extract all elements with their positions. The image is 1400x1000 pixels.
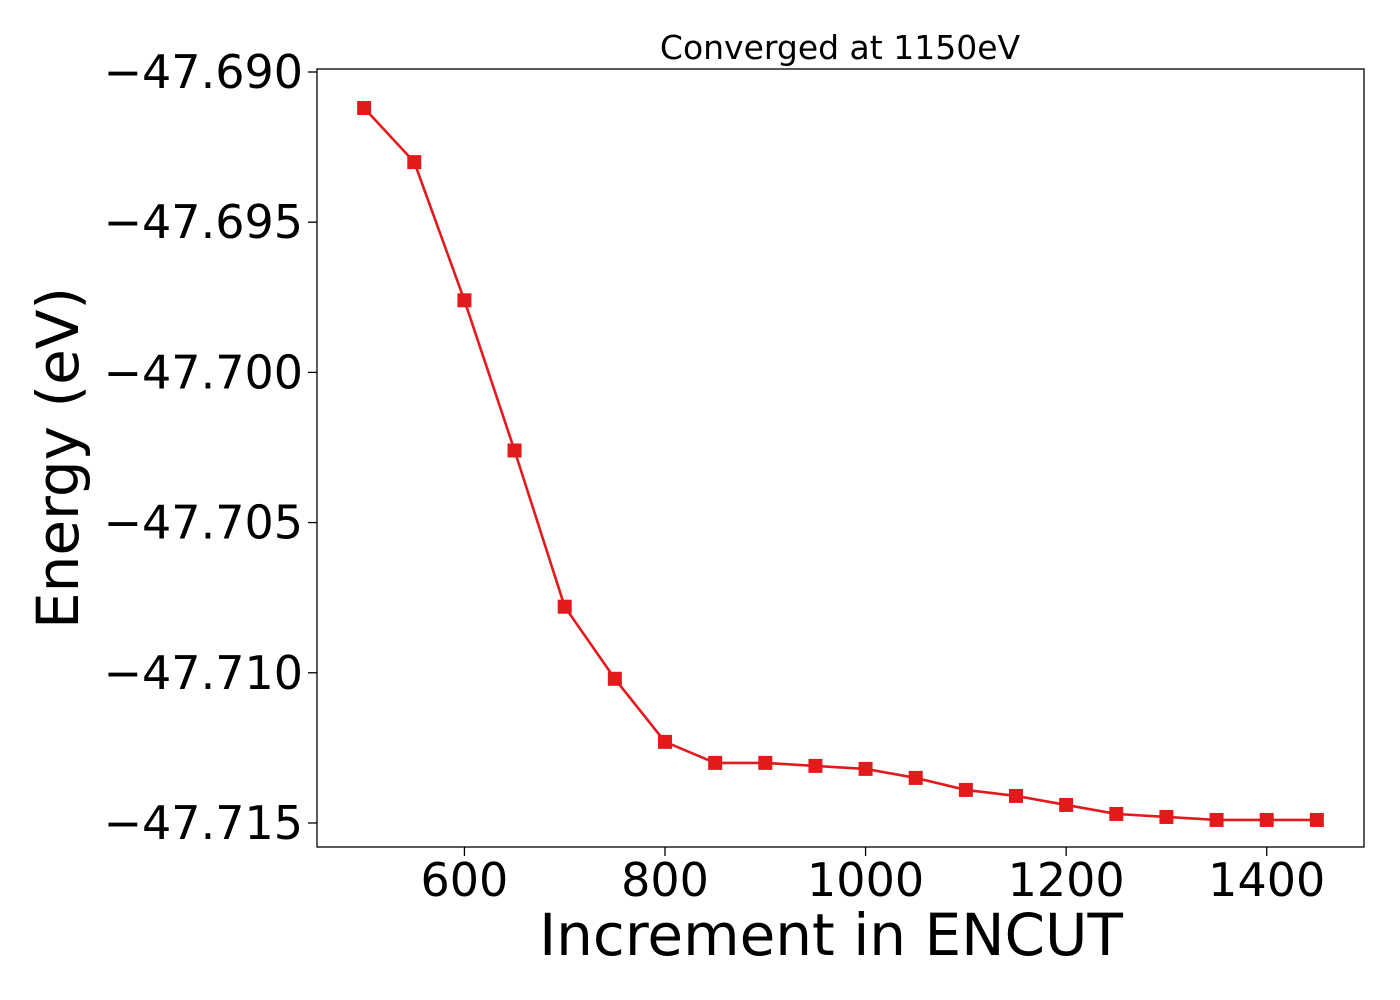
series-line — [363, 107, 1317, 822]
data-point-marker — [958, 782, 973, 797]
data-point-marker — [808, 758, 823, 773]
x-tick-label: 1400 — [1208, 853, 1325, 907]
data-point-marker — [1259, 812, 1274, 827]
data-point-marker — [758, 755, 773, 770]
y-tick-label: −47.695 — [104, 195, 304, 249]
data-point-marker — [858, 761, 873, 776]
data-point-marker — [708, 755, 723, 770]
data-series — [357, 101, 1324, 827]
data-point-marker — [607, 671, 622, 686]
data-point-marker — [357, 101, 372, 116]
x-axis-label: Increment in ENCUT — [539, 901, 1123, 969]
data-point-marker — [557, 599, 572, 614]
data-point-marker — [407, 155, 422, 170]
data-point-marker — [1209, 812, 1224, 827]
data-point-marker — [908, 770, 923, 785]
data-point-marker — [1309, 812, 1324, 827]
data-point-marker — [1159, 809, 1174, 824]
y-axis-label: Energy (eV) — [24, 287, 92, 629]
chart-title: Converged at 1150eV — [660, 28, 1021, 67]
y-tick-label: −47.690 — [104, 45, 304, 99]
data-point-marker — [1059, 797, 1074, 812]
y-tick-label: −47.710 — [104, 646, 304, 700]
x-tick-label: 1200 — [1008, 853, 1125, 907]
axis-ticks: 600 800 1000 1200 1400 −47.690 −47.695 −47.700 −… — [104, 45, 1326, 907]
data-point-marker — [457, 293, 472, 308]
data-point-marker — [1009, 788, 1024, 803]
x-tick-label: 800 — [621, 853, 709, 907]
data-point-marker — [657, 734, 672, 749]
plot-area-frame — [316, 68, 1365, 848]
data-point-marker — [1109, 806, 1124, 821]
y-tick-label: −47.715 — [104, 796, 304, 850]
data-point-marker — [507, 443, 522, 458]
x-tick-label: 1000 — [807, 853, 924, 907]
y-tick-label: −47.700 — [104, 345, 304, 399]
x-tick-label: 600 — [421, 853, 509, 907]
y-tick-label: −47.705 — [104, 496, 304, 550]
